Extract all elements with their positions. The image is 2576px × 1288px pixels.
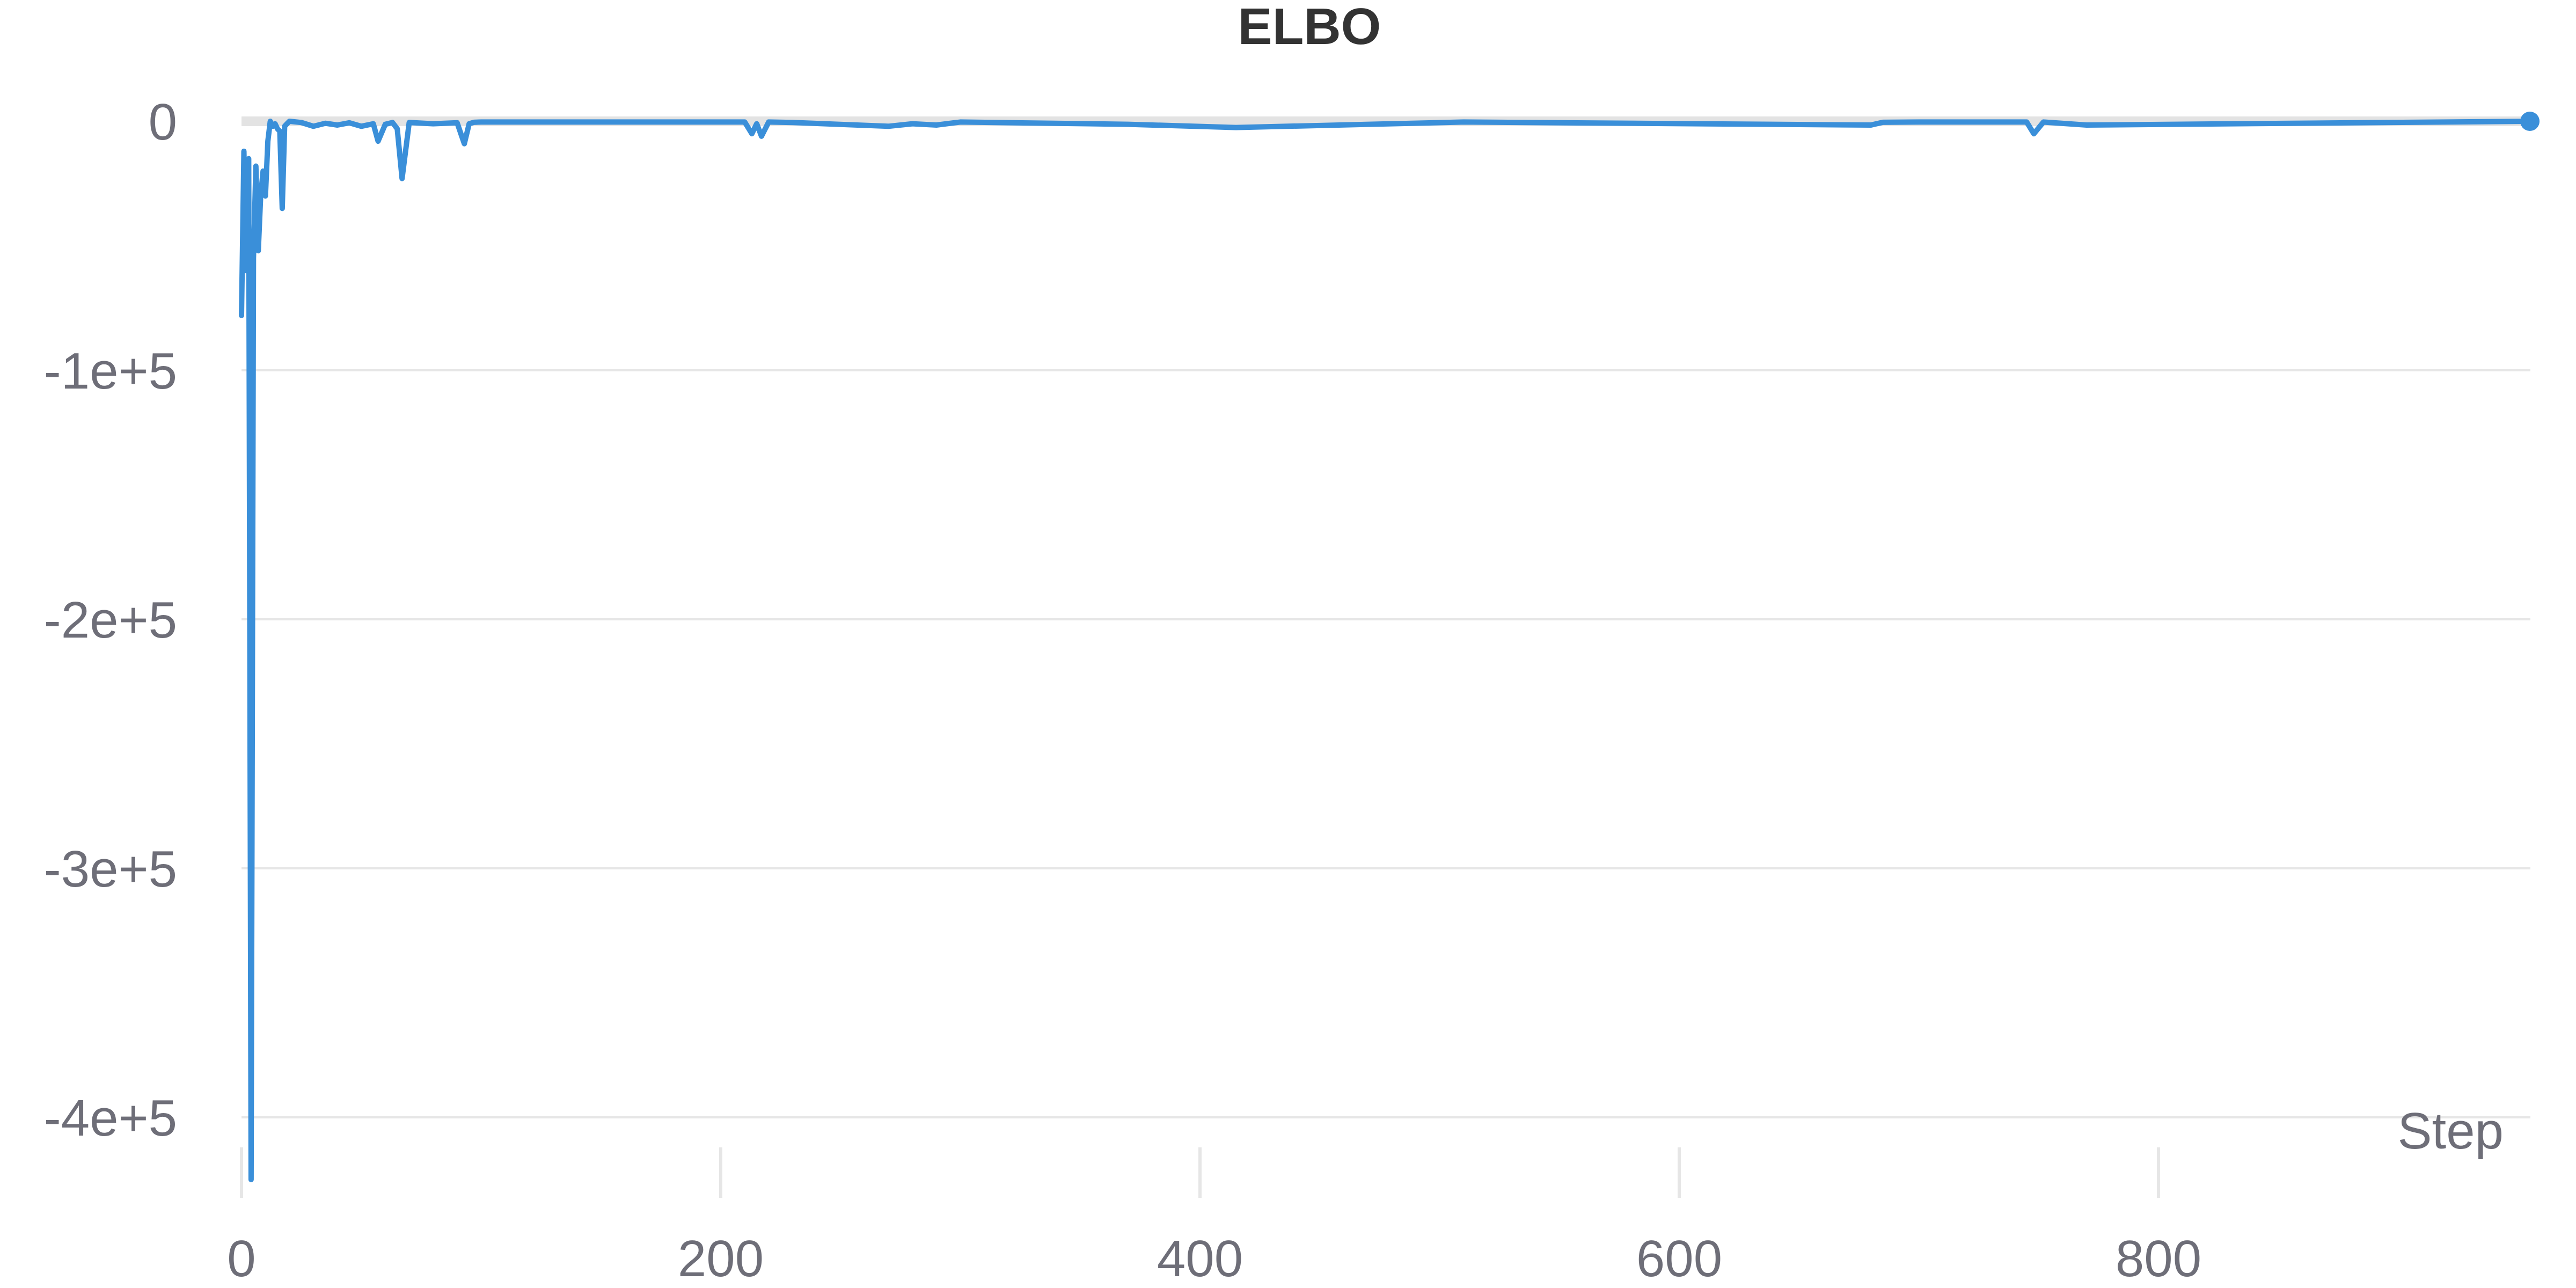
y-tick-label: -2e+5 [44,591,177,649]
grid-lines [241,116,2530,1118]
y-tick-label: -1e+5 [44,342,177,400]
y-tick-label: -4e+5 [44,1089,177,1147]
x-tick-label: 200 [678,1230,764,1287]
x-axis-ticks: 0 200 400 600 800 [227,1147,2201,1287]
x-tick-label: 0 [227,1230,255,1287]
y-tick-label: -3e+5 [44,840,177,898]
x-tick-label: 600 [1636,1230,1722,1287]
y-tick-label: 0 [149,93,177,151]
series-layer [239,112,2540,1182]
series-end-marker [2520,112,2540,131]
x-tick-label: 800 [2116,1230,2201,1287]
x-axis-label: Step [2398,1102,2504,1160]
chart-title: ELBO [1238,0,1381,55]
elbo-series-line [239,119,2533,1182]
y-axis-ticks: 0 -1e+5 -2e+5 -3e+5 -4e+5 [44,93,177,1147]
x-tick-label: 400 [1157,1230,1243,1287]
